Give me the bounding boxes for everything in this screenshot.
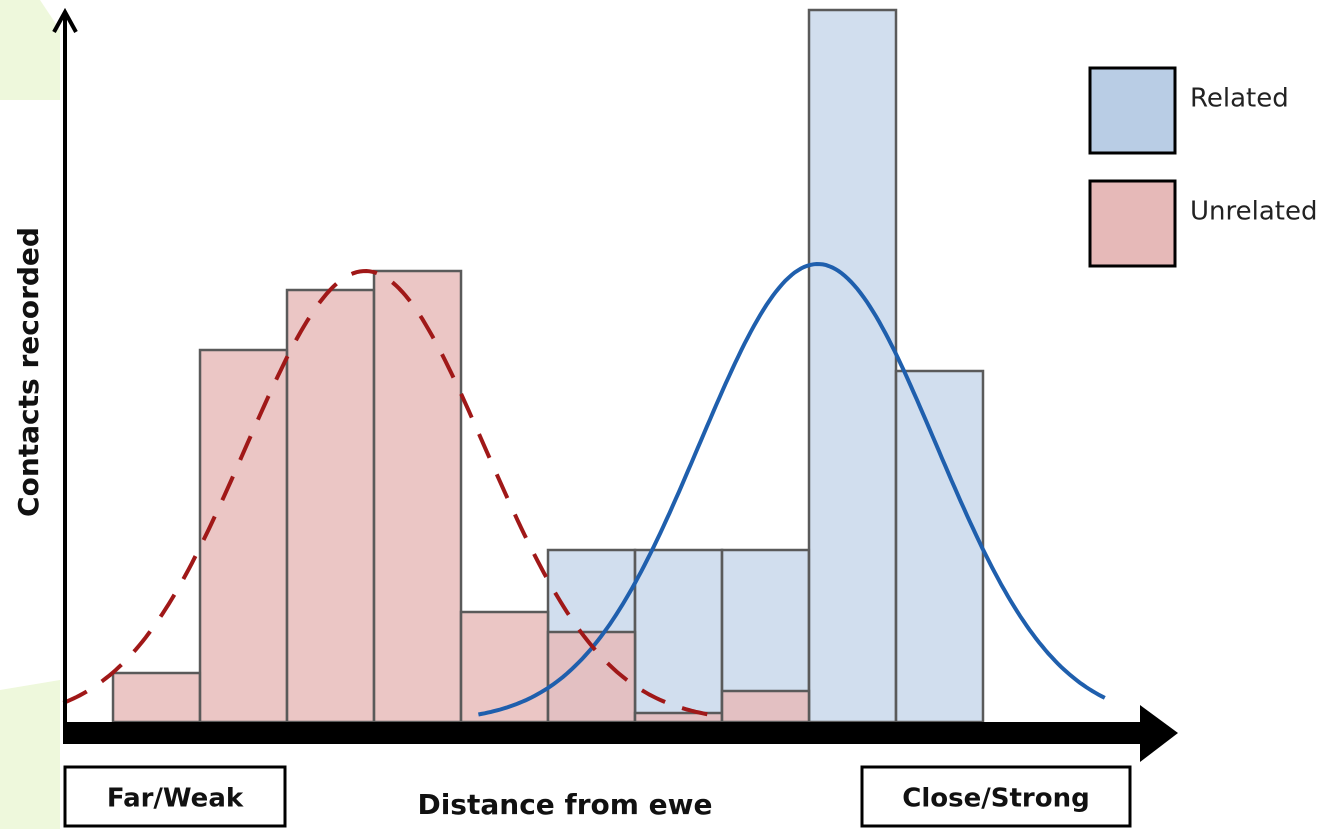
decoration (0, 680, 60, 829)
bar (287, 290, 374, 722)
chart: Far/Weak Close/Strong Distance from ewe … (0, 0, 1337, 829)
legend-label: Related (1190, 84, 1289, 114)
x-start-label: Far/Weak (107, 784, 244, 814)
bar (809, 10, 896, 722)
bar (896, 371, 983, 722)
x-axis-label: Distance from ewe (417, 788, 712, 821)
legend-label: Unrelated (1190, 197, 1317, 227)
bar (722, 691, 809, 722)
legend-swatch (1090, 68, 1175, 153)
legend-swatch (1090, 181, 1175, 266)
x-end-label: Close/Strong (902, 784, 1089, 814)
x-axis (63, 722, 1143, 744)
bar (113, 673, 200, 722)
plot-area (63, 10, 1104, 722)
legend: Related Unrelated (1090, 68, 1317, 266)
bar (635, 713, 722, 722)
bar (635, 550, 722, 722)
y-axis-label: Contacts recorded (12, 227, 45, 517)
bar (200, 350, 287, 722)
x-axis-arrow (1140, 705, 1178, 762)
bar (374, 271, 461, 722)
bar (461, 612, 548, 722)
decoration (0, 0, 60, 100)
